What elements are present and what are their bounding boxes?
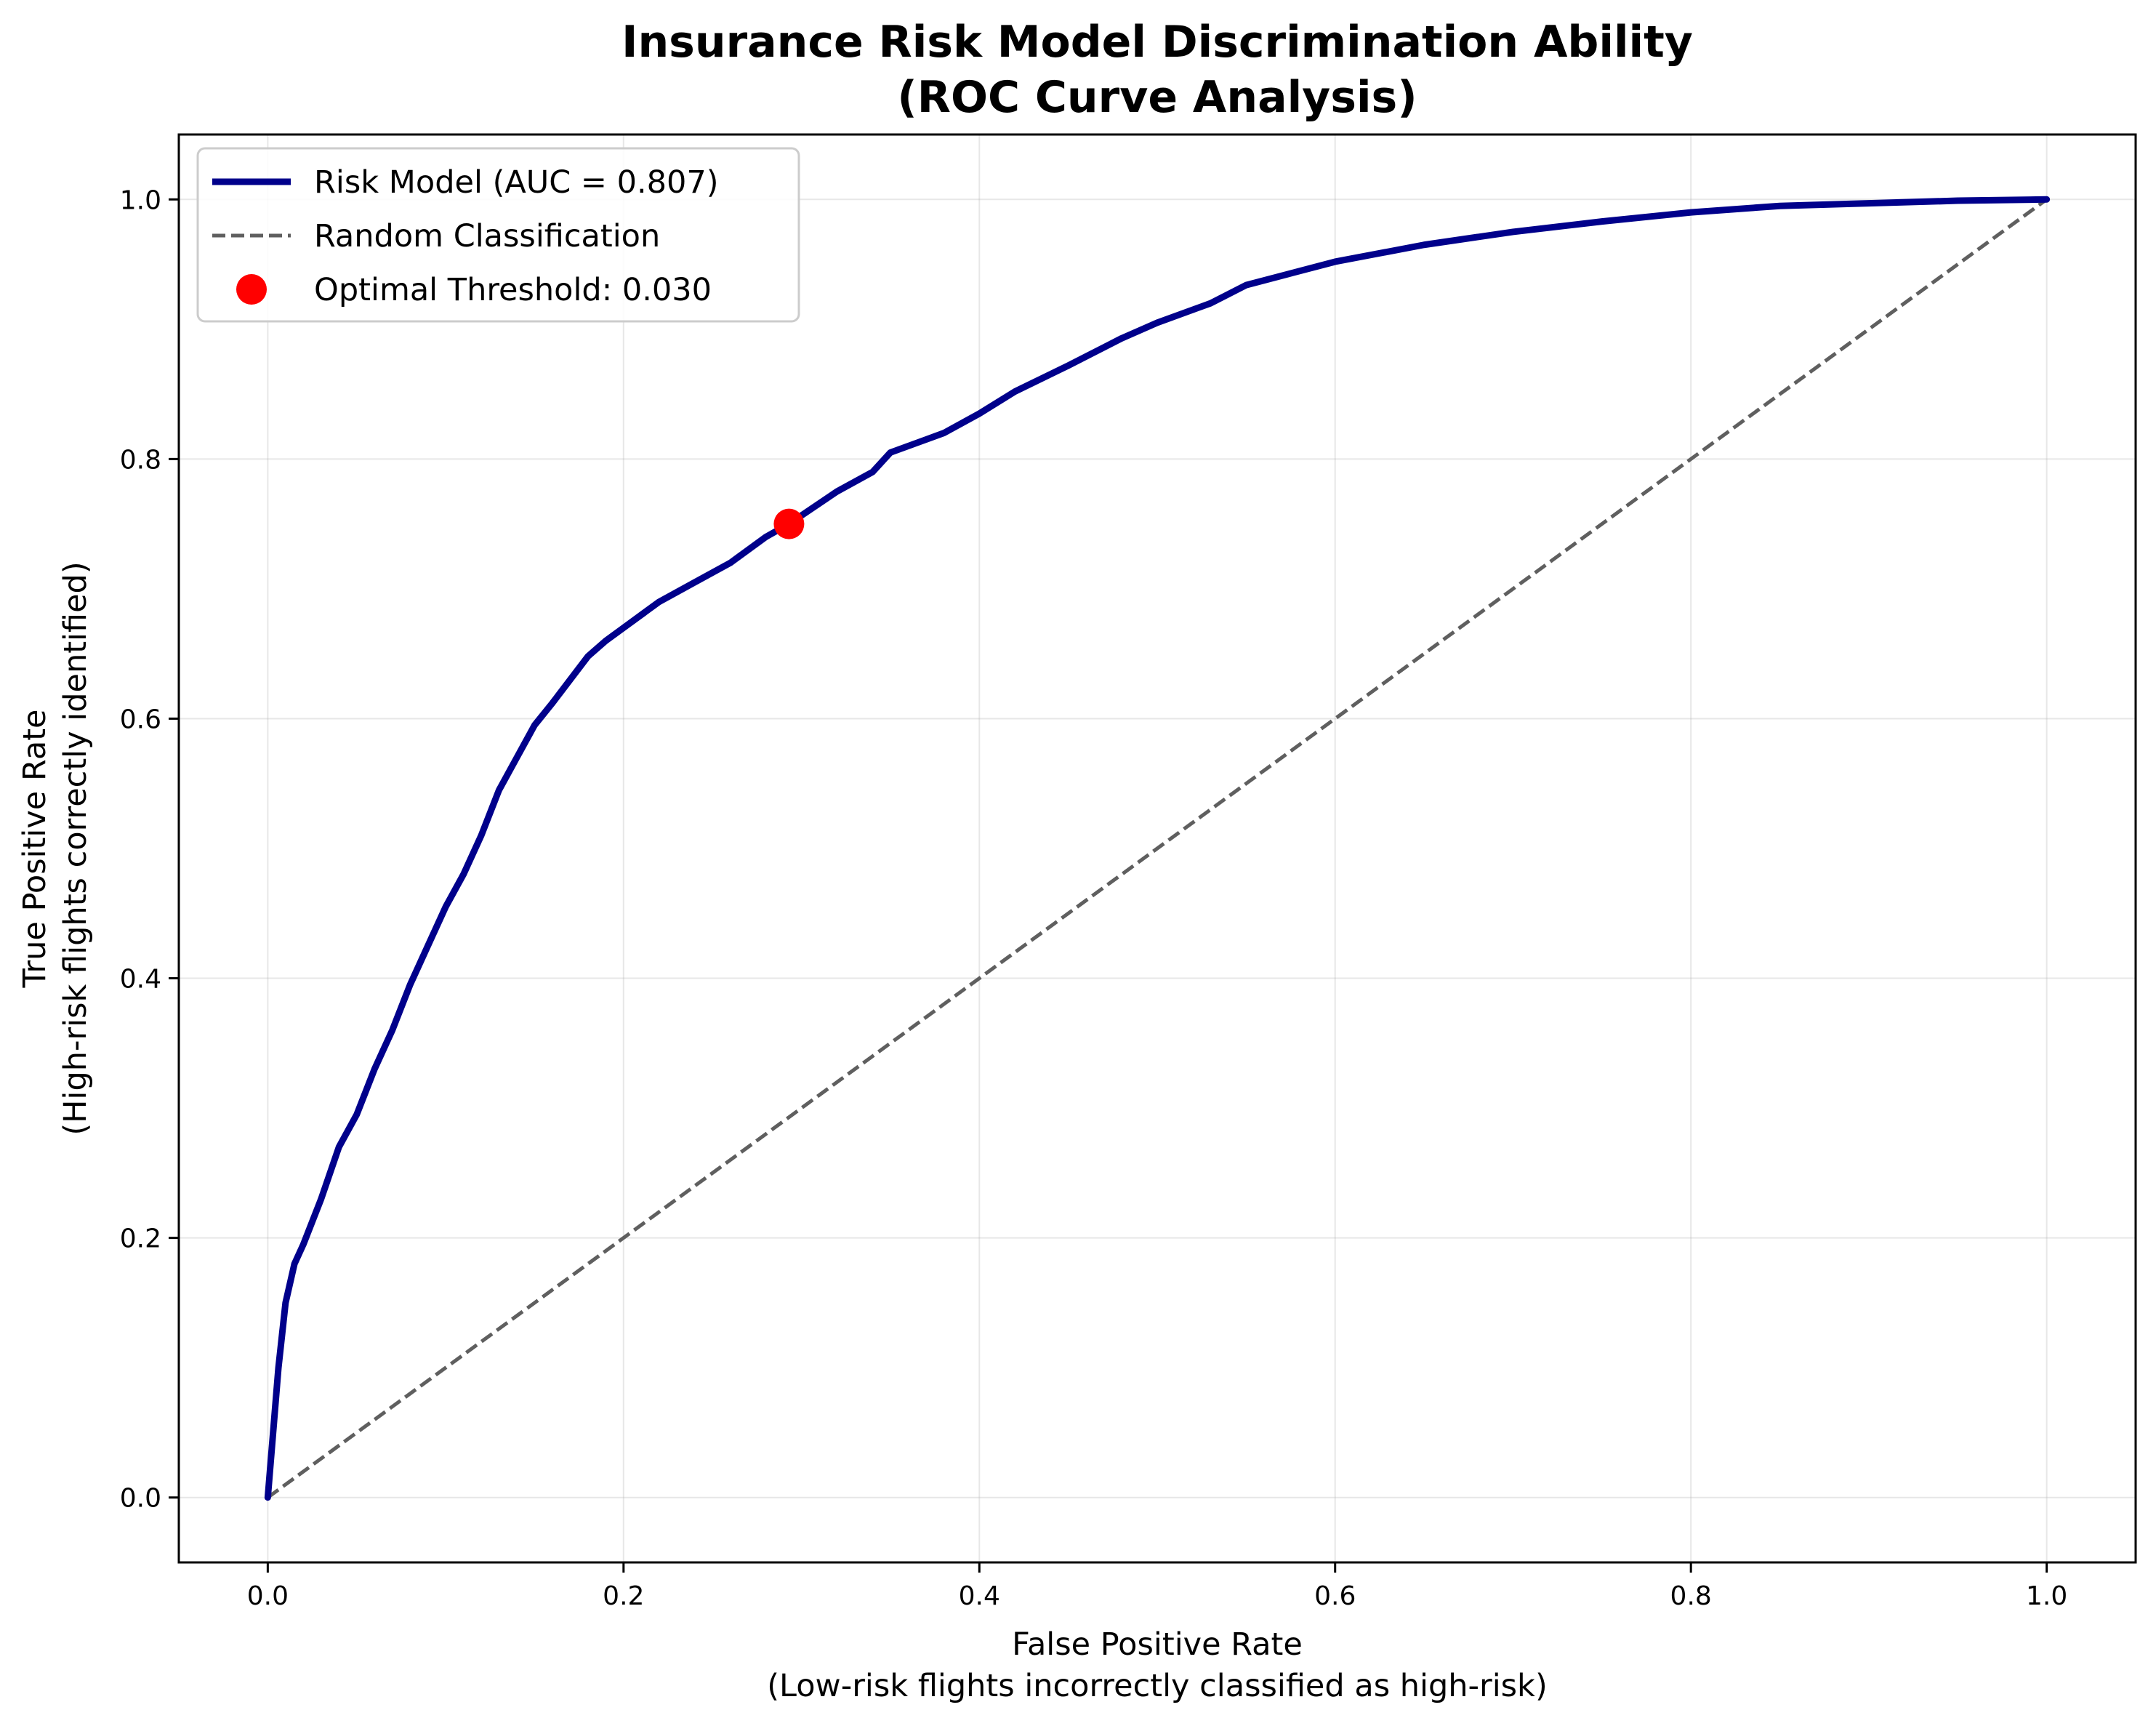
y-tick-label: 1.0 (120, 185, 161, 215)
x-tick-label: 0.8 (1670, 1581, 1712, 1611)
chart-title: Insurance Risk Model Discrimination Abil… (622, 17, 1693, 68)
y-tick-label: 0.8 (120, 445, 161, 475)
y-tick-label: 0.6 (120, 705, 161, 734)
x-tick-label: 0.4 (959, 1581, 1000, 1611)
x-tick-label: 0.2 (603, 1581, 644, 1611)
legend-label-risk-model: Risk Model (AUC = 0.807) (314, 164, 719, 201)
legend: Risk Model (AUC = 0.807) Random Classifi… (196, 147, 800, 323)
x-axis-sublabel: (Low-risk flights incorrectly classified… (767, 1668, 1548, 1704)
y-axis-sublabel: (High-risk flights correctly identified) (57, 561, 94, 1135)
y-axis-label: True Positive Rate (17, 709, 53, 988)
legend-label-optimal-threshold: Optimal Threshold: 0.030 (314, 272, 712, 308)
series-line-random-classification (266, 198, 2048, 1499)
grid-lines (179, 135, 2136, 1562)
series-layer (264, 196, 2051, 1501)
optimal-threshold-point (773, 508, 805, 539)
y-tick-label: 0.2 (120, 1224, 161, 1254)
x-axis-label: False Positive Rate (1012, 1626, 1303, 1663)
x-tick-label: 0.0 (247, 1581, 289, 1611)
legend-label-random: Random Classification (314, 218, 660, 254)
x-tick-label: 0.6 (1314, 1581, 1356, 1611)
y-tick-label: 0.0 (120, 1484, 161, 1514)
axis-ticks: 0.0 0.2 0.4 0.6 0.8 1.0 0.0 0.2 0.4 0.6 0.8 1.0 (120, 185, 2068, 1611)
series-line-risk-model (264, 196, 2051, 1501)
legend-frame (196, 147, 800, 323)
plot-area-frame (177, 133, 2137, 1564)
legend-swatch-optimal-threshold (236, 274, 267, 305)
chart-subtitle: (ROC Curve Analysis) (897, 72, 1417, 123)
x-tick-label: 1.0 (2026, 1581, 2067, 1611)
y-tick-label: 0.4 (120, 965, 161, 995)
